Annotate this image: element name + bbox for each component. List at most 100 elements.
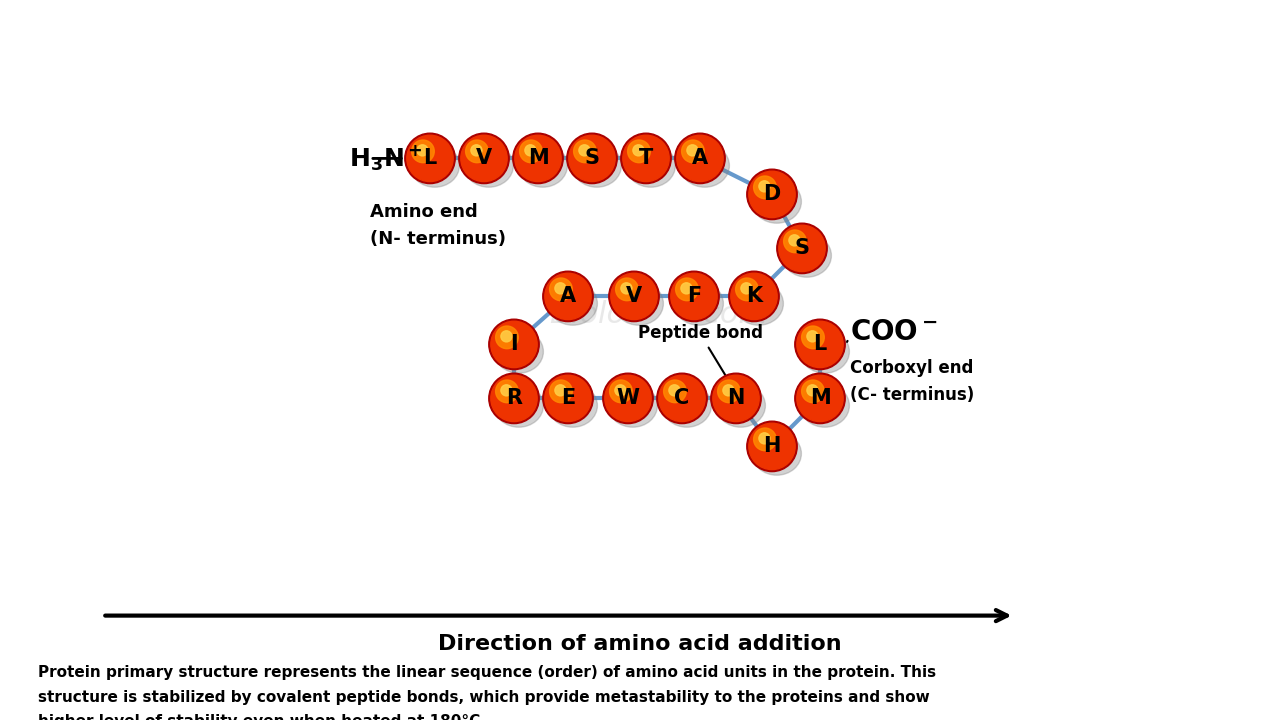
Text: S: S — [585, 148, 599, 168]
Ellipse shape — [782, 234, 832, 277]
Circle shape — [806, 330, 818, 342]
Circle shape — [458, 133, 509, 184]
Circle shape — [525, 145, 536, 156]
Circle shape — [568, 135, 616, 181]
Circle shape — [515, 135, 561, 181]
Ellipse shape — [614, 282, 663, 325]
Circle shape — [614, 384, 626, 396]
Ellipse shape — [753, 180, 801, 223]
Ellipse shape — [548, 282, 598, 325]
Circle shape — [549, 278, 572, 301]
Text: W: W — [617, 388, 640, 408]
Circle shape — [797, 321, 844, 368]
Circle shape — [749, 171, 795, 217]
Circle shape — [731, 273, 777, 320]
Circle shape — [500, 384, 512, 396]
Text: Protein primary structure represents the linear sequence (order) of amino acid u: Protein primary structure represents the… — [38, 665, 936, 720]
Circle shape — [759, 433, 771, 444]
Ellipse shape — [662, 384, 712, 427]
Circle shape — [754, 176, 776, 199]
Circle shape — [543, 271, 593, 322]
Circle shape — [573, 140, 596, 163]
Circle shape — [489, 373, 539, 423]
Circle shape — [754, 428, 776, 451]
Circle shape — [669, 384, 680, 396]
Circle shape — [543, 373, 593, 423]
Text: Amino end: Amino end — [370, 203, 477, 222]
Circle shape — [611, 273, 657, 320]
Ellipse shape — [717, 384, 765, 427]
Circle shape — [736, 278, 758, 301]
Text: A: A — [692, 148, 708, 168]
Text: C: C — [675, 388, 690, 408]
Circle shape — [668, 271, 719, 322]
Ellipse shape — [494, 384, 544, 427]
Circle shape — [495, 326, 518, 348]
Text: L: L — [813, 334, 827, 354]
Circle shape — [513, 133, 563, 184]
Circle shape — [718, 380, 740, 402]
Circle shape — [556, 384, 566, 396]
Circle shape — [520, 140, 543, 163]
Circle shape — [723, 384, 733, 396]
Circle shape — [623, 135, 669, 181]
Circle shape — [603, 373, 653, 423]
Ellipse shape — [608, 384, 658, 427]
Circle shape — [567, 133, 617, 184]
Text: (N- terminus): (N- terminus) — [370, 230, 506, 248]
Text: D: D — [763, 184, 781, 204]
Circle shape — [759, 181, 771, 192]
Text: M: M — [810, 388, 831, 408]
Circle shape — [632, 145, 644, 156]
Circle shape — [500, 330, 512, 342]
Text: Direction of amino acid addition: Direction of amino acid addition — [438, 634, 842, 654]
Circle shape — [746, 169, 797, 220]
Ellipse shape — [494, 330, 544, 373]
Circle shape — [710, 373, 762, 423]
Ellipse shape — [410, 144, 460, 187]
Text: T: T — [639, 148, 653, 168]
Circle shape — [545, 375, 591, 422]
Circle shape — [795, 373, 845, 423]
Circle shape — [621, 283, 632, 294]
Text: E: E — [561, 388, 575, 408]
Text: V: V — [626, 287, 643, 307]
Ellipse shape — [548, 384, 598, 427]
Ellipse shape — [680, 144, 730, 187]
Circle shape — [687, 145, 698, 156]
Circle shape — [749, 423, 795, 469]
Ellipse shape — [675, 282, 723, 325]
Text: $\mathbf{H_3N^+}$: $\mathbf{H_3N^+}$ — [349, 144, 422, 173]
Circle shape — [659, 375, 705, 422]
Circle shape — [806, 384, 818, 396]
Circle shape — [605, 375, 652, 422]
Circle shape — [490, 321, 538, 368]
Text: F: F — [687, 287, 701, 307]
Ellipse shape — [800, 384, 850, 427]
Circle shape — [657, 373, 708, 423]
Circle shape — [549, 380, 572, 402]
Circle shape — [417, 145, 428, 156]
Circle shape — [545, 273, 591, 320]
Text: $\mathbf{COO^-}$: $\mathbf{COO^-}$ — [850, 318, 938, 346]
Circle shape — [412, 140, 434, 163]
Circle shape — [489, 319, 539, 369]
Circle shape — [490, 375, 538, 422]
Circle shape — [407, 135, 453, 181]
Circle shape — [797, 375, 844, 422]
Circle shape — [677, 135, 723, 181]
Text: S: S — [795, 238, 809, 258]
Text: M: M — [527, 148, 548, 168]
Text: Peptide bond: Peptide bond — [637, 325, 763, 418]
Circle shape — [741, 283, 751, 294]
Circle shape — [663, 380, 686, 402]
Ellipse shape — [518, 144, 567, 187]
Ellipse shape — [626, 144, 676, 187]
Circle shape — [627, 140, 650, 163]
Circle shape — [801, 326, 824, 348]
Text: K: K — [746, 287, 762, 307]
Circle shape — [778, 225, 826, 271]
Circle shape — [676, 278, 699, 301]
Circle shape — [783, 230, 806, 253]
Circle shape — [713, 375, 759, 422]
